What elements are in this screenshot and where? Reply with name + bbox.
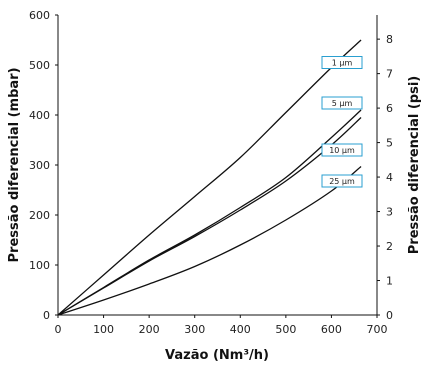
y2-tick-label: 0 — [386, 309, 393, 322]
x-tick-label: 600 — [321, 323, 342, 336]
legend-item: 25 µm — [321, 174, 363, 188]
y-tick-label: 100 — [29, 259, 50, 272]
legend-label: 25 µm — [329, 177, 355, 186]
axes: 0 100 200 300 400 500 600 700010020030040050060… — [29, 9, 393, 336]
series-line — [57, 39, 362, 316]
legend-label: 10 µm — [329, 146, 355, 155]
y2-tick-label: 1 — [386, 275, 393, 288]
x-tick-label: 400 — [230, 323, 251, 336]
legend-label: 1 µm — [332, 59, 353, 68]
y-tick-label: 600 — [29, 9, 50, 22]
x-tick-label: 200 — [139, 323, 160, 336]
x-axis-title: Vazão (Nm³/h) — [165, 348, 269, 363]
legend-label: 5 µm — [332, 99, 353, 108]
y2-tick-label: 7 — [386, 68, 393, 81]
y-tick-label: 500 — [29, 59, 50, 72]
y-tick-label: 200 — [29, 209, 50, 222]
x-tick-label: 300 — [184, 323, 205, 336]
y2-tick-label: 2 — [386, 240, 393, 253]
series-line — [57, 109, 362, 316]
legend-item: 10 µm — [321, 143, 363, 157]
y-axis-title-left: Pressão diferencial (mbar) — [7, 67, 22, 262]
y-tick-label: 0 — [43, 309, 50, 322]
y-tick-label: 400 — [29, 109, 50, 122]
y2-tick-label: 3 — [386, 206, 393, 219]
series-line — [57, 117, 362, 316]
y-tick-label: 300 — [29, 159, 50, 172]
legend-item: 1 µm — [321, 56, 363, 69]
legend-item: 5 µm — [321, 96, 363, 110]
legend: 1 µm 5 µm 10 µm 25 µm — [321, 56, 363, 188]
series-lines — [57, 39, 362, 316]
x-tick-label: 100 — [93, 323, 114, 336]
y2-tick-label: 5 — [386, 137, 393, 150]
series-line — [57, 165, 362, 316]
y2-tick-label: 8 — [386, 33, 393, 46]
y2-tick-label: 6 — [386, 102, 393, 115]
legend-box — [321, 174, 363, 188]
legend-box — [321, 143, 363, 157]
x-tick-label: 500 — [275, 323, 296, 336]
x-tick-label: 700 — [367, 323, 388, 336]
x-tick-label: 0 — [55, 323, 62, 336]
y2-tick-label: 4 — [386, 171, 393, 184]
legend-box — [321, 96, 363, 110]
y-axis-title-right: Pressão diferencial (psi) — [407, 76, 422, 254]
legend-box — [321, 56, 363, 69]
